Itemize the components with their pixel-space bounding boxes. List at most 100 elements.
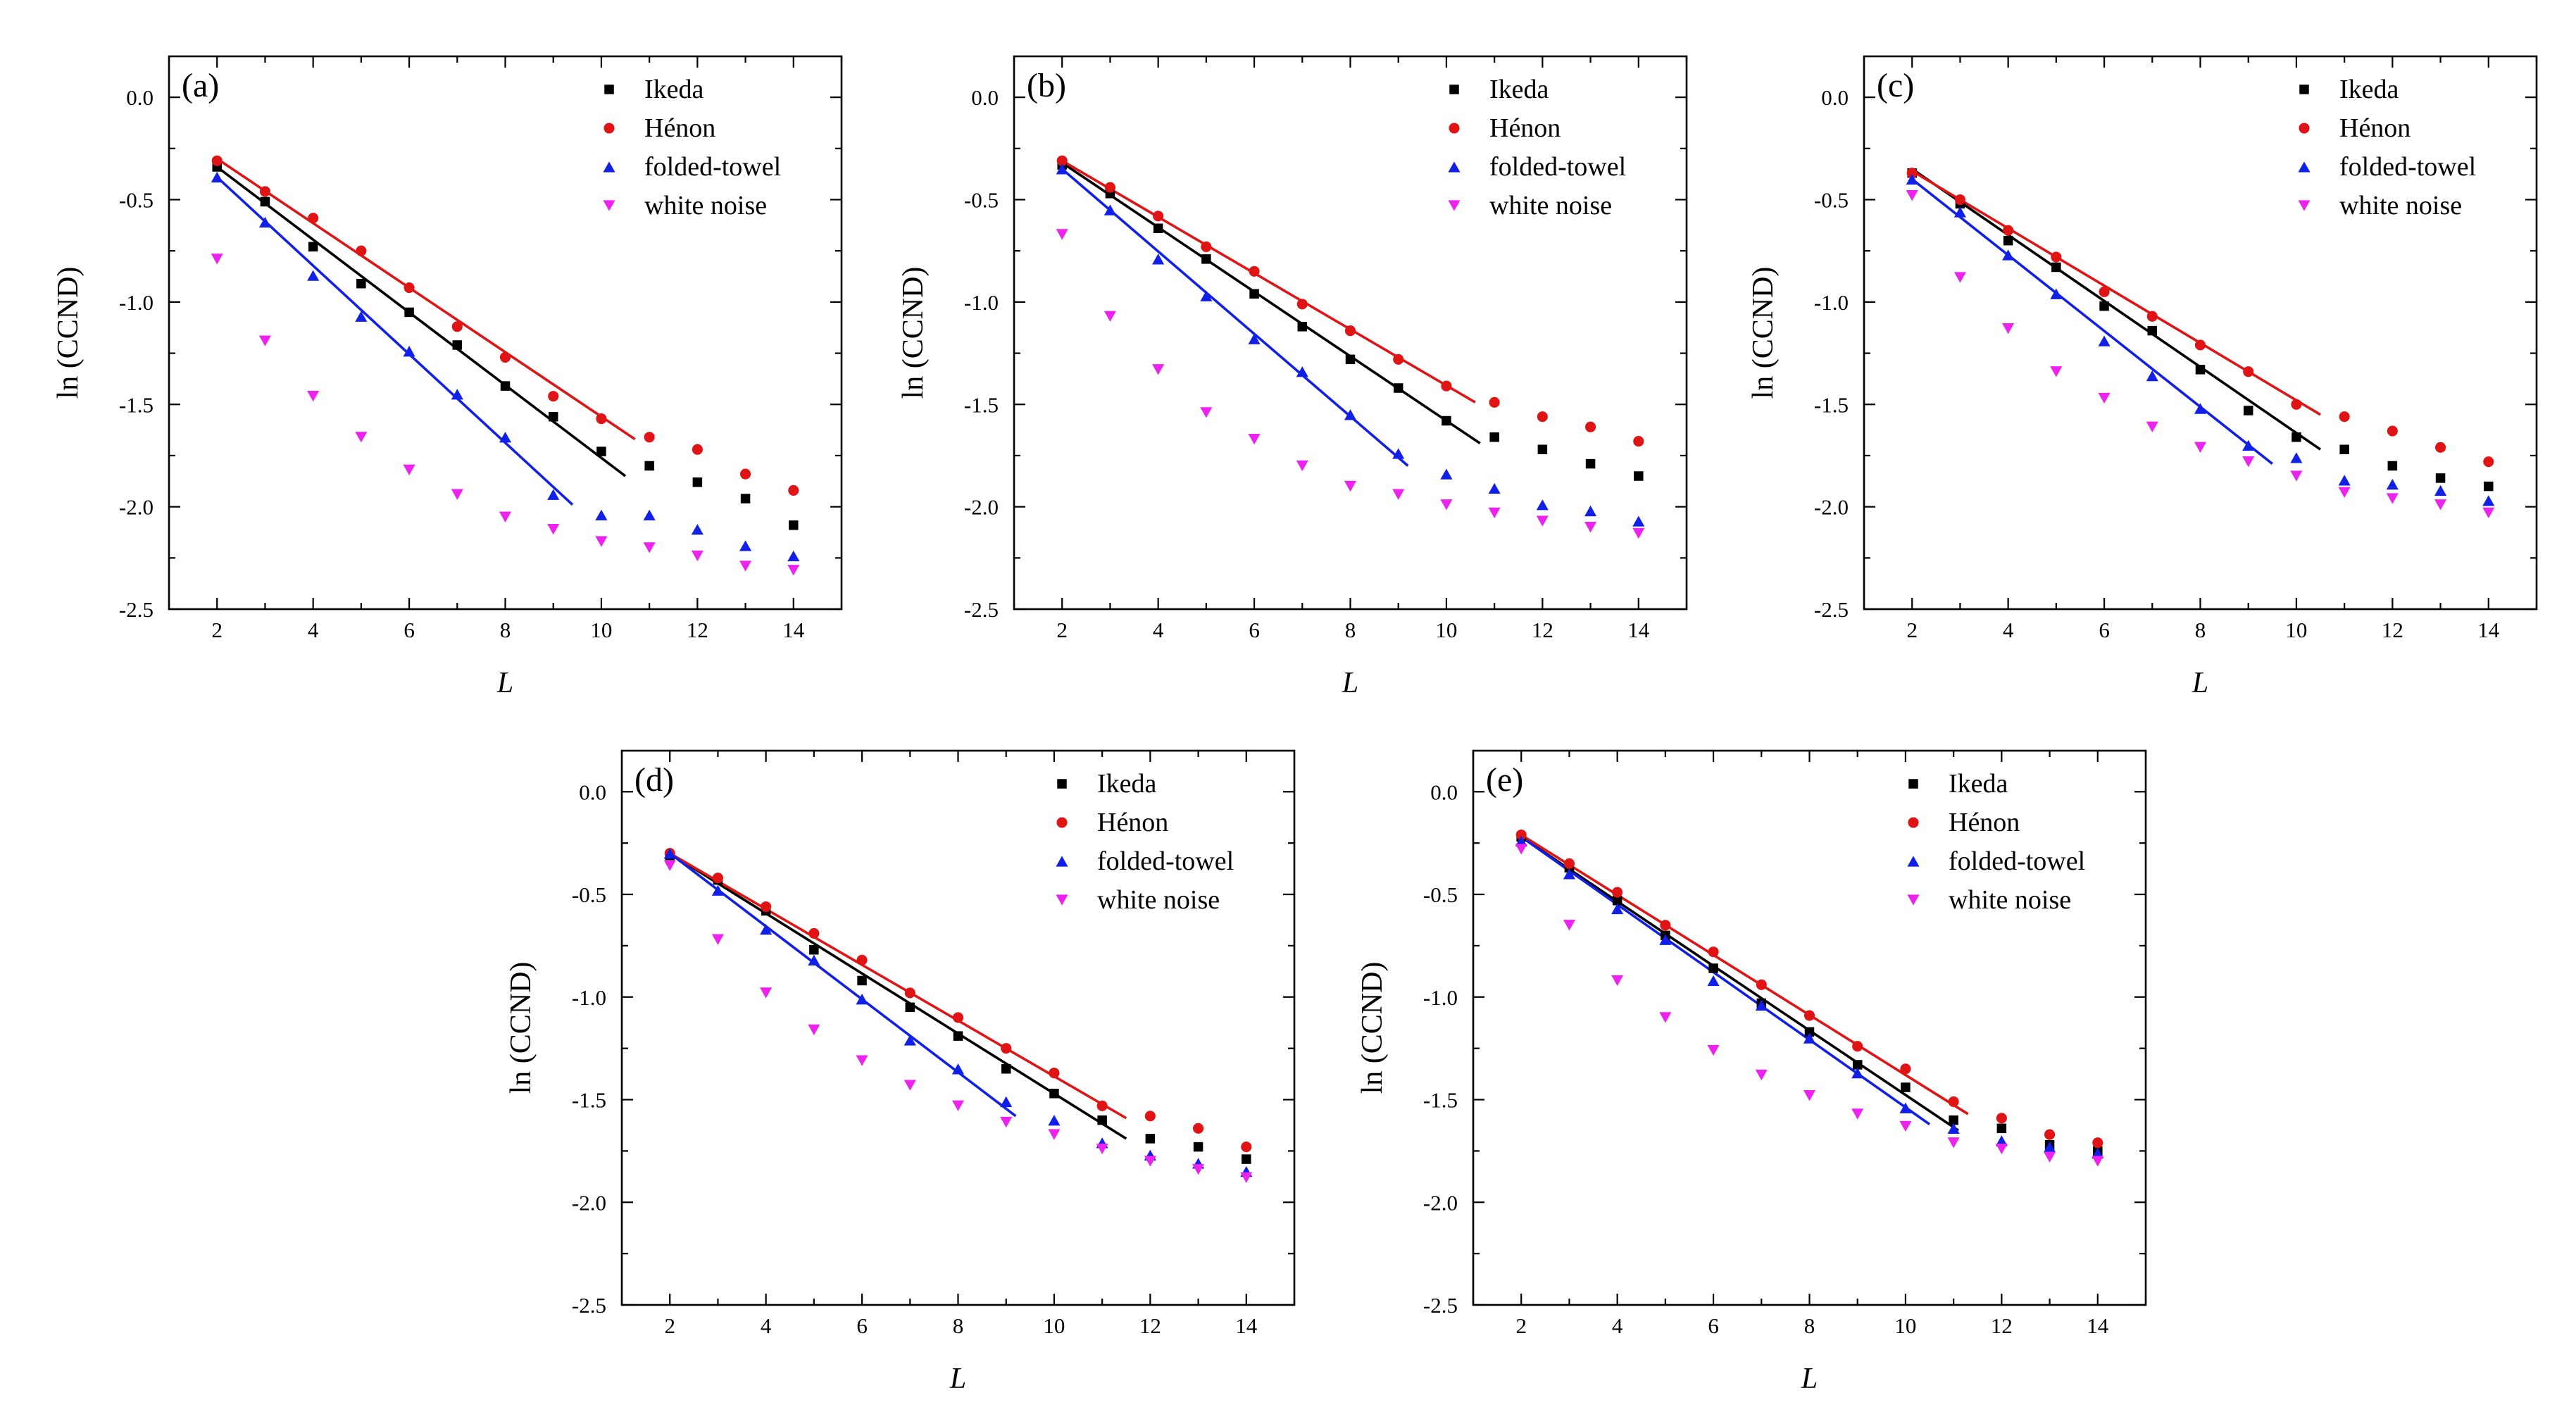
x-tick-label: 2 (211, 618, 223, 642)
legend-marker-henon (1056, 817, 1068, 828)
legend-marker-white-noise (2298, 200, 2311, 211)
data-point-white-noise (2194, 442, 2207, 453)
data-point-folded-towel (2098, 335, 2111, 346)
data-point-henon (1344, 325, 1356, 337)
panel-label: (a) (182, 67, 219, 104)
data-point-folded-towel (355, 311, 368, 322)
data-point-henon (2003, 225, 2014, 236)
data-point-folded-towel (211, 171, 223, 183)
y-tick-label: -1.5 (964, 392, 999, 417)
data-point-folded-towel (1851, 1067, 1864, 1079)
data-point-white-noise (2242, 456, 2255, 468)
legend-marker-white-noise (1448, 200, 1461, 211)
data-point-ikeda (1201, 254, 1211, 264)
data-point-ikeda (1489, 432, 1499, 442)
data-point-folded-towel (595, 509, 608, 520)
data-point-henon (1001, 1043, 1012, 1054)
y-tick-label: -1.5 (1814, 392, 1849, 417)
data-point-henon (356, 245, 367, 256)
data-point-ikeda (1001, 1064, 1011, 1074)
data-point-ikeda (1442, 415, 1451, 426)
y-axis-label: ln (CCND) (897, 267, 930, 399)
plot-frame (168, 55, 843, 611)
legend-label-ikeda: Ikeda (1097, 769, 1157, 799)
data-point-white-noise (691, 550, 704, 562)
x-axis-label: L (1342, 667, 1358, 699)
data-point-henon (1241, 1141, 1252, 1153)
fit-line-folded-towel (215, 176, 574, 506)
data-point-henon (1954, 194, 1965, 206)
data-point-henon (2051, 251, 2062, 263)
data-point-ikeda (1949, 1115, 1958, 1125)
data-point-ikeda (1193, 1142, 1203, 1152)
x-tick-label: 6 (1249, 618, 1260, 642)
data-point-ikeda (740, 494, 751, 504)
data-point-white-noise (1563, 920, 1575, 931)
data-point-folded-towel (1515, 835, 1527, 846)
data-point-folded-towel (1995, 1135, 2008, 1146)
data-point-white-noise (1144, 1156, 1156, 1167)
x-tick-label: 6 (404, 618, 415, 642)
y-tick-label: -1.5 (119, 392, 154, 417)
data-point-white-noise (547, 523, 560, 535)
data-point-folded-towel (1611, 903, 1624, 915)
data-point-folded-towel (1296, 366, 1308, 377)
data-point-henon (1906, 168, 1918, 179)
data-point-white-noise (1947, 1137, 1960, 1149)
y-tick-label: -2.0 (1423, 1190, 1458, 1215)
data-point-white-noise (1048, 1129, 1061, 1140)
data-point-henon (692, 444, 703, 455)
data-point-folded-towel (951, 1063, 965, 1075)
data-point-henon (1104, 182, 1115, 193)
y-tick-label: -1.0 (964, 290, 999, 315)
data-point-henon (1049, 1068, 1060, 1079)
data-point-folded-towel (643, 509, 656, 520)
data-point-white-noise (711, 934, 724, 945)
legend-marker-ikeda (2299, 85, 2309, 94)
data-point-ikeda (2435, 473, 2446, 483)
legend-marker-ikeda (1449, 85, 1459, 94)
legend-label-henon: Hénon (2339, 113, 2411, 143)
data-point-henon (2483, 456, 2494, 468)
data-point-folded-towel (1248, 333, 1261, 344)
x-tick-label: 14 (1235, 1313, 1258, 1338)
data-point-white-noise (1953, 272, 1966, 283)
y-tick-label: -1.5 (572, 1088, 606, 1113)
data-point-white-noise (1000, 1116, 1013, 1128)
x-tick-label: 2 (664, 1313, 675, 1338)
x-tick-label: 12 (687, 618, 708, 642)
x-axis-label: L (496, 667, 513, 699)
y-tick-label: -1.0 (572, 985, 606, 1010)
data-point-henon (1441, 380, 1452, 392)
x-tick-label: 14 (1627, 618, 1650, 642)
data-point-henon (2291, 399, 2302, 410)
legend-label-henon: Hénon (1489, 113, 1561, 143)
fit-line-henon (1061, 159, 1476, 404)
data-point-folded-towel (1659, 934, 1672, 945)
data-point-folded-towel (2194, 403, 2207, 414)
data-point-ikeda (2291, 432, 2301, 442)
data-point-henon (740, 468, 751, 480)
legend-label-henon: Hénon (644, 113, 715, 143)
data-point-white-noise (951, 1100, 965, 1111)
data-point-ikeda (308, 242, 318, 252)
data-point-henon (1489, 396, 1500, 408)
data-point-ikeda (452, 340, 463, 350)
x-tick-label: 14 (2087, 1313, 2109, 1338)
data-point-ikeda (1804, 1027, 1815, 1037)
y-tick-label: -2.5 (1814, 597, 1849, 622)
data-point-henon (1996, 1113, 2007, 1124)
x-tick-label: 14 (782, 618, 805, 642)
x-tick-label: 6 (2099, 618, 2110, 642)
x-tick-label: 12 (1991, 1313, 2013, 1338)
x-tick-label: 8 (500, 618, 511, 642)
data-point-ikeda (953, 1031, 963, 1041)
data-point-ikeda (1097, 1115, 1107, 1125)
data-point-henon (1633, 436, 1644, 447)
chart-panel-a: 2 4 6 8 10 12 14 0.0 -0.5 -1.0 -1.5 -2.0 -2.5 Lln (CC… (52, 55, 843, 699)
data-point-henon (1900, 1063, 1911, 1075)
legend-marker-white-noise (1056, 894, 1068, 906)
data-point-folded-towel (1536, 499, 1549, 511)
data-point-folded-towel (760, 923, 773, 935)
data-point-ikeda (548, 411, 558, 422)
